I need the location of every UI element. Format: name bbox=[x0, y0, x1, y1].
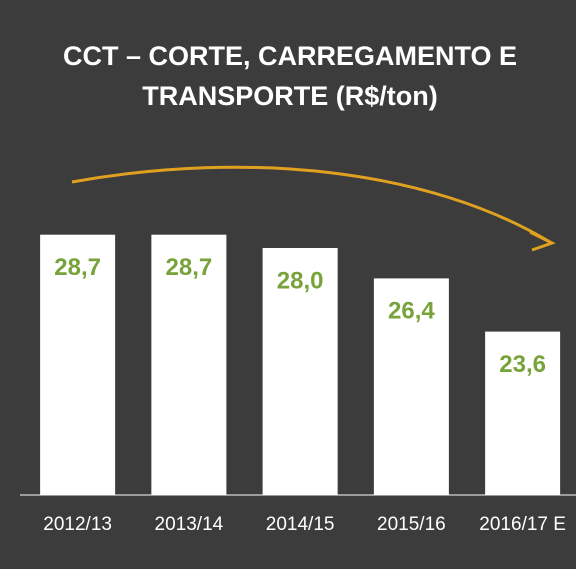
x-tick-label: 2013/14 bbox=[155, 514, 224, 535]
bar bbox=[40, 234, 116, 495]
bar bbox=[262, 248, 338, 495]
value-label: 28,7 bbox=[166, 254, 213, 281]
value-label: 28,0 bbox=[277, 267, 324, 294]
x-tick-label: 2015/16 bbox=[377, 514, 446, 535]
x-tick-label: 2014/15 bbox=[266, 514, 335, 535]
value-label: 26,4 bbox=[388, 298, 435, 325]
x-tick-label: 2012/13 bbox=[43, 514, 112, 535]
x-tick-label: 2016/17 E bbox=[479, 514, 566, 535]
value-label: 23,6 bbox=[499, 351, 546, 378]
value-label: 28,7 bbox=[54, 254, 101, 281]
bar bbox=[485, 331, 561, 495]
arrow-head bbox=[529, 230, 556, 252]
trend-arrow bbox=[71, 165, 551, 244]
bar bbox=[151, 234, 227, 495]
chart-title: CCT – CORTE, CARREGAMENTO E TRANSPORTE (… bbox=[62, 41, 518, 111]
bar bbox=[373, 278, 449, 495]
